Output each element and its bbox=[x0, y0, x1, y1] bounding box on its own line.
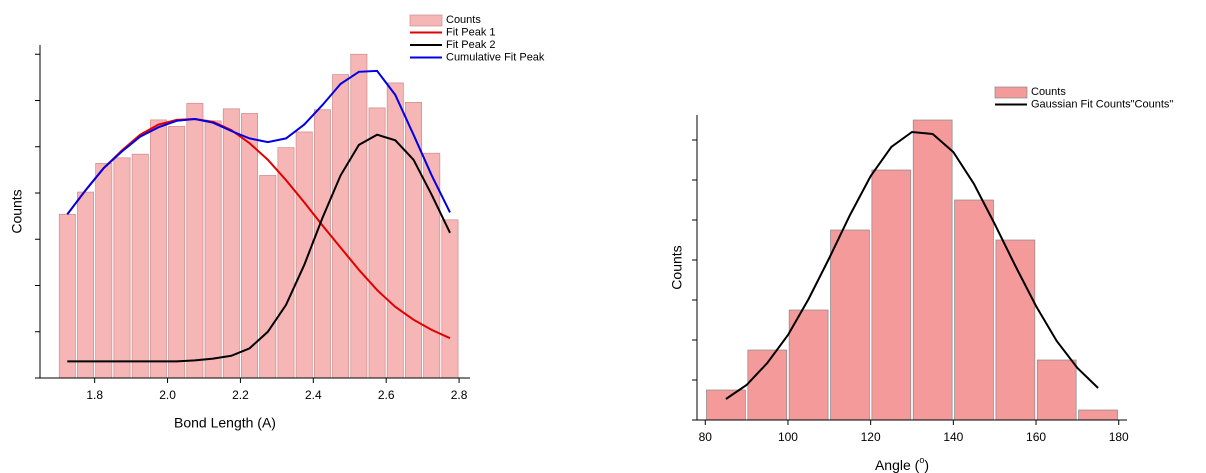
bar bbox=[1078, 409, 1118, 421]
x-tick-label: 180 bbox=[1109, 430, 1129, 444]
fit-line bbox=[66, 69, 451, 215]
bar bbox=[131, 153, 149, 379]
bar bbox=[204, 120, 222, 379]
x-tick-label: 2.4 bbox=[305, 388, 322, 402]
bar bbox=[386, 82, 404, 379]
bar bbox=[912, 119, 953, 421]
bar bbox=[995, 239, 1036, 421]
x-tick-label: 140 bbox=[943, 430, 963, 444]
bar bbox=[58, 213, 76, 379]
bar bbox=[871, 169, 912, 421]
y-axis-label: Counts bbox=[9, 189, 25, 233]
bar bbox=[788, 309, 829, 421]
x-axis-label-part: o bbox=[919, 455, 924, 465]
bar bbox=[706, 389, 746, 421]
x-axis-label: Angle (o) bbox=[875, 455, 929, 472]
bar bbox=[405, 101, 422, 379]
bar bbox=[295, 131, 313, 379]
legend-label: Cumulative Fit Peak bbox=[446, 51, 545, 63]
x-tick-label: 1.8 bbox=[86, 388, 103, 402]
fit-line bbox=[67, 133, 451, 363]
bar bbox=[222, 108, 240, 379]
bar bbox=[149, 119, 167, 379]
bar bbox=[186, 102, 204, 379]
x-axis-label-part: Angle ( bbox=[875, 457, 920, 473]
bar bbox=[350, 53, 368, 379]
bar bbox=[747, 349, 788, 421]
x-tick-label: 2.0 bbox=[159, 388, 176, 402]
x-axis-label: Bond Length (A) bbox=[174, 415, 276, 431]
x-tick-label: 120 bbox=[861, 430, 881, 444]
bar bbox=[241, 113, 258, 379]
bar bbox=[368, 107, 386, 379]
x-tick-label: 160 bbox=[1026, 430, 1046, 444]
bar bbox=[113, 157, 131, 379]
legend-label: Counts bbox=[446, 14, 481, 26]
bar bbox=[1036, 359, 1077, 421]
legend-swatch bbox=[409, 14, 443, 27]
fit-line bbox=[725, 130, 1099, 400]
x-tick-label: 2.6 bbox=[378, 388, 395, 402]
fit-line bbox=[66, 117, 451, 340]
x-tick-label: 80 bbox=[699, 430, 713, 444]
legend-swatch bbox=[994, 86, 1028, 99]
bar bbox=[954, 199, 994, 421]
bar bbox=[168, 126, 186, 379]
x-axis-label-part: ) bbox=[924, 457, 929, 473]
x-tick-label: 2.8 bbox=[451, 388, 468, 402]
bar bbox=[313, 109, 331, 379]
bar bbox=[277, 147, 295, 379]
legend-label: Counts bbox=[1031, 86, 1066, 98]
bar bbox=[441, 219, 459, 379]
y-axis-label: Counts bbox=[669, 245, 685, 289]
bar bbox=[77, 191, 95, 379]
legend-label: Fit Peak 2 bbox=[446, 39, 496, 51]
x-tick-label: 2.2 bbox=[232, 388, 249, 402]
bar bbox=[830, 229, 870, 421]
legend-label: Fit Peak 1 bbox=[446, 26, 496, 38]
bar bbox=[259, 175, 277, 379]
bar bbox=[332, 74, 350, 379]
x-tick-label: 100 bbox=[778, 430, 798, 444]
legend-label: Gaussian Fit Counts"Counts" bbox=[1031, 98, 1173, 110]
bar bbox=[95, 163, 113, 379]
